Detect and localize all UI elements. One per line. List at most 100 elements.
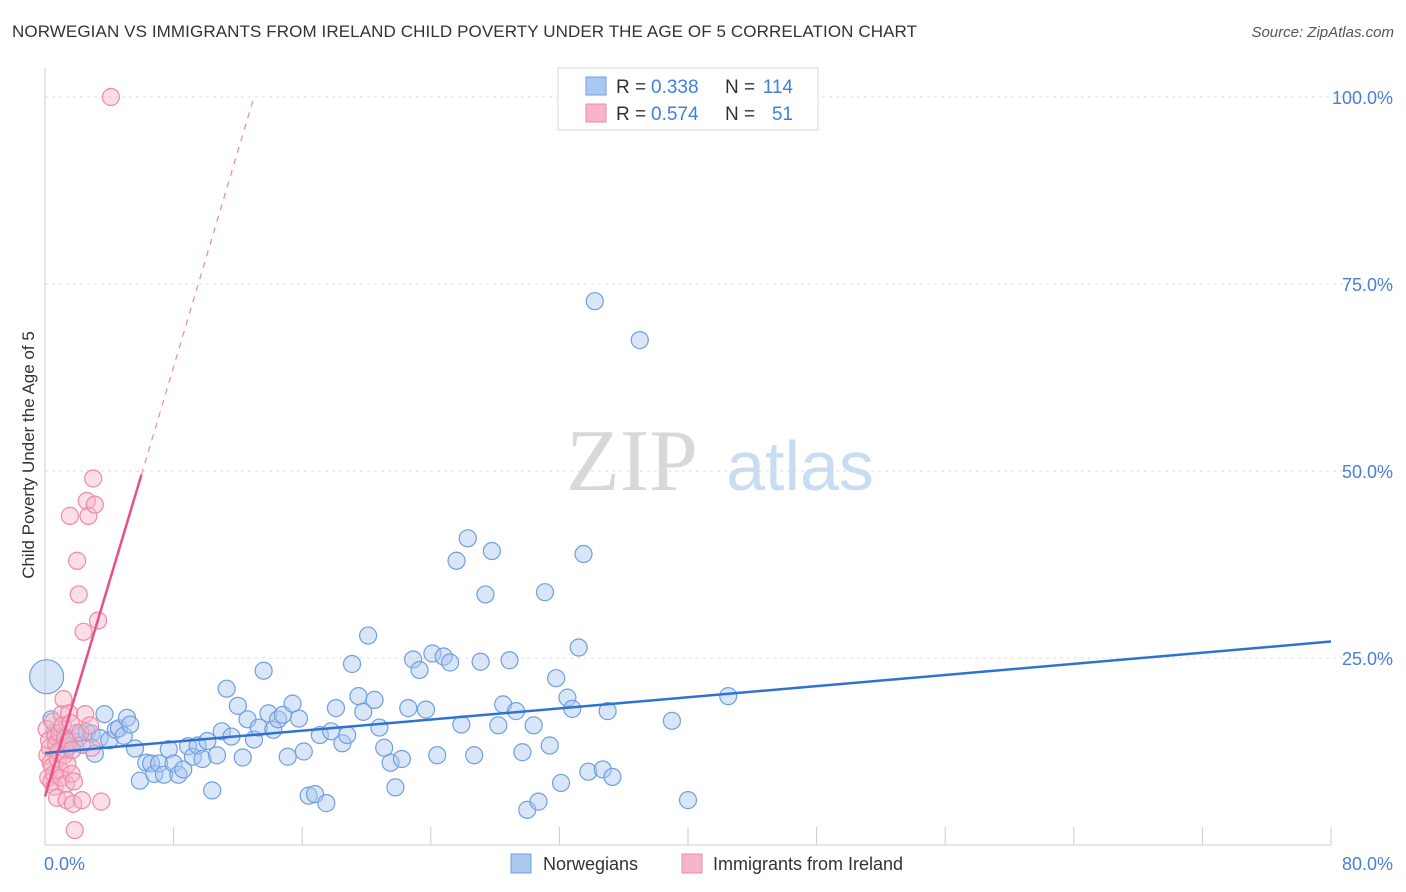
norwegians-point [423,644,442,663]
norwegians-point [678,791,698,810]
bottom-legend: Norwegians Immigrants from Ireland [510,853,903,874]
norwegians-point [150,754,169,773]
legend-n-label-2: N = [725,104,755,125]
bottom-legend-swatch-norwegians [510,853,532,874]
ireland-point [85,495,104,514]
axes [44,68,1332,846]
norwegians-point [125,739,145,758]
norwegians-point [164,754,183,773]
grid-lines [45,96,1392,659]
norwegians-point [603,767,622,787]
norwegians-point [169,765,188,784]
norwegians-point [410,660,429,680]
norwegians-point [145,764,164,784]
legend-swatch-norwegians [585,76,607,96]
norwegians-point [404,650,423,669]
legend-n-value-1: 114 [763,77,794,98]
norwegians-point [500,651,519,670]
bottom-legend-label-ireland: Immigrants from Ireland [713,854,903,874]
x-tick-label-max: 80.0% [1342,854,1393,874]
norwegians-point [283,694,302,713]
norwegians-point [359,626,378,645]
norwegians-point [440,653,460,672]
norwegians-point [228,696,247,715]
norwegians-point [326,699,346,718]
watermark-zip: ZIP [566,413,698,510]
norwegians-point [203,781,222,800]
norwegians-point [193,749,212,769]
norwegians-point [114,726,133,745]
legend-r-value-2: 0.574 [651,104,699,125]
norwegians-point [579,762,598,781]
ireland-point [80,716,100,735]
norwegians-point [338,725,357,745]
ireland-point [58,755,77,774]
norwegians-point [198,731,217,751]
ireland-point [69,585,88,604]
norwegians-point [121,715,140,734]
norwegians-point [489,716,508,735]
legend-n-value-2: 51 [772,104,793,125]
watermark-atlas: atlas [726,427,874,505]
trend-extension-ireland [140,96,255,475]
norwegians-point [569,638,588,657]
legend-swatch-ireland [585,103,607,123]
norwegians-point [342,654,362,674]
norwegians-point [513,743,532,762]
norwegians-point [381,753,400,772]
norwegians-point [317,794,336,813]
ireland-point [64,772,84,791]
ireland-point [62,764,81,784]
norwegians-point [447,551,466,570]
norwegians-point [259,704,278,723]
ireland-point [92,792,111,811]
trend-lines [43,96,1332,797]
y-tick-label-3: 100.0% [1332,88,1393,108]
norwegians-point [278,747,297,766]
chart-source: Source: ZipAtlas.com [1251,24,1394,41]
bottom-legend-label-norwegians: Norwegians [543,854,638,874]
y-axis-label: Child Poverty Under the Age of 5 [19,331,38,579]
norwegians-point [593,760,612,779]
norwegians-point [354,702,373,721]
ireland-point [101,87,121,107]
bottom-legend-swatch-ireland [681,853,703,874]
norwegians-point [289,709,309,728]
norwegians-point [29,659,65,695]
norwegians-point [294,742,313,761]
series-norwegians-points [29,292,738,819]
norwegians-point [212,722,231,741]
norwegians-point [547,669,566,688]
norwegians-point [159,740,178,759]
legend-r-value-1: 0.338 [651,77,699,98]
norwegians-point [476,585,495,604]
ireland-point [65,820,84,840]
norwegians-point [416,700,436,719]
norwegians-point [349,687,368,706]
norwegians-point [585,292,604,311]
norwegians-point [465,746,484,765]
norwegians-point [370,718,389,737]
ireland-point [79,506,98,525]
y-tick-label-2: 75.0% [1342,275,1393,295]
norwegians-point [254,661,273,680]
norwegians-point [365,690,384,709]
norwegians-point [540,736,559,755]
norwegians-point [482,541,501,561]
norwegians-point [529,792,548,811]
norwegians-point [598,702,617,721]
norwegians-point [392,749,411,769]
ireland-point [84,469,103,488]
norwegians-point [471,652,490,671]
ireland-point [64,794,83,813]
norwegians-point [662,711,682,730]
norwegians-point [574,544,593,564]
legend-r-label-1: R = [616,77,646,98]
norwegians-point [233,748,252,767]
ireland-point [71,723,90,742]
norwegians-point [428,746,447,765]
norwegians-point [535,583,555,602]
trend-line-ireland [43,474,143,797]
x-tick-label-min: 0.0% [44,854,85,874]
